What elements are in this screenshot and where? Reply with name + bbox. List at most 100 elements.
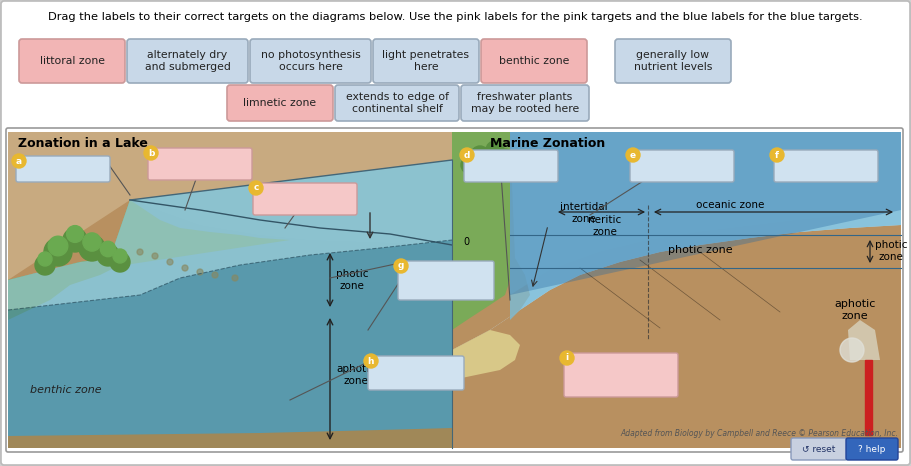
Text: b: b [148,149,154,158]
Circle shape [249,181,263,195]
Circle shape [394,259,408,273]
Bar [865,360,872,435]
FancyBboxPatch shape [16,156,110,182]
Circle shape [144,146,158,160]
Circle shape [460,148,474,162]
FancyBboxPatch shape [127,39,248,83]
FancyBboxPatch shape [148,148,252,180]
FancyBboxPatch shape [227,85,333,121]
FancyBboxPatch shape [464,150,558,182]
FancyBboxPatch shape [6,128,903,452]
Polygon shape [8,428,452,448]
Circle shape [486,141,504,159]
Text: photic
zone: photic zone [875,240,907,262]
Text: light penetrates
here: light penetrates here [383,50,469,72]
Circle shape [471,146,489,164]
Circle shape [38,252,52,266]
Circle shape [67,226,84,242]
Circle shape [496,149,514,167]
Text: photic
zone: photic zone [336,269,369,291]
Text: photic zone: photic zone [668,245,732,255]
Polygon shape [452,330,520,380]
Text: alternately dry
and submerged: alternately dry and submerged [145,50,230,72]
Circle shape [113,249,127,263]
Text: i: i [566,354,568,363]
Circle shape [97,244,119,266]
Circle shape [167,259,173,265]
Text: no photosynthesis
occurs here: no photosynthesis occurs here [261,50,361,72]
Text: d: d [464,151,470,159]
Polygon shape [452,132,530,350]
Polygon shape [510,132,901,295]
Text: ↺ reset: ↺ reset [803,445,835,453]
FancyBboxPatch shape [335,85,459,121]
FancyBboxPatch shape [846,438,898,460]
Polygon shape [8,200,452,448]
FancyBboxPatch shape [250,39,371,83]
Circle shape [232,275,238,281]
Circle shape [35,255,55,275]
Text: Drag the labels to their correct targets on the diagrams below. Use the pink lab: Drag the labels to their correct targets… [48,12,863,22]
Text: extends to edge of
continental shelf: extends to edge of continental shelf [345,92,448,114]
Text: limnetic zone: limnetic zone [243,98,316,108]
Text: 0: 0 [463,237,469,247]
Text: aphotic
zone: aphotic zone [336,364,374,386]
Circle shape [840,338,864,362]
Text: ? help: ? help [858,445,885,453]
Text: benthic zone: benthic zone [30,385,102,395]
Text: intertidal
zone: intertidal zone [560,202,608,224]
Circle shape [12,154,26,168]
Polygon shape [510,132,901,320]
FancyBboxPatch shape [398,261,494,300]
Polygon shape [8,160,452,310]
Polygon shape [510,132,901,295]
Polygon shape [848,320,880,360]
Circle shape [83,233,101,251]
Text: Adapted from Biology by Campbell and Reece © Pearson Education, Inc.: Adapted from Biology by Campbell and Ree… [620,429,898,438]
FancyBboxPatch shape [774,150,878,182]
FancyBboxPatch shape [630,150,734,182]
Text: Marine Zonation: Marine Zonation [490,137,605,150]
Text: h: h [368,356,374,365]
Circle shape [770,148,784,162]
Circle shape [364,354,378,368]
Text: aphotic
zone: aphotic zone [834,299,875,321]
Text: c: c [253,184,259,192]
Polygon shape [452,225,901,448]
FancyBboxPatch shape [368,356,464,390]
Polygon shape [452,132,510,330]
Circle shape [197,269,203,275]
Text: a: a [15,157,22,165]
FancyBboxPatch shape [481,39,587,83]
FancyBboxPatch shape [253,183,357,215]
Circle shape [48,236,67,256]
Circle shape [44,238,72,266]
Polygon shape [8,258,120,320]
Text: Zonation in a Lake: Zonation in a Lake [18,137,148,150]
Text: f: f [775,151,779,159]
FancyBboxPatch shape [615,39,731,83]
FancyBboxPatch shape [19,39,125,83]
Text: 200 m: 200 m [463,270,494,280]
Text: benthic zone: benthic zone [499,56,569,66]
FancyBboxPatch shape [373,39,479,83]
Polygon shape [8,240,452,448]
Text: freshwater plants
may be rooted here: freshwater plants may be rooted here [471,92,579,114]
Circle shape [137,249,143,255]
Circle shape [212,272,218,278]
Polygon shape [8,132,452,448]
Circle shape [110,252,130,272]
Polygon shape [8,160,452,448]
FancyBboxPatch shape [791,438,847,460]
Circle shape [626,148,640,162]
Circle shape [182,265,188,271]
Text: littoral zone: littoral zone [39,56,105,66]
Text: e: e [630,151,636,159]
Circle shape [560,351,574,365]
Text: oceanic zone: oceanic zone [696,200,764,210]
Circle shape [481,153,499,171]
FancyBboxPatch shape [461,85,589,121]
Circle shape [79,235,105,261]
Circle shape [63,228,87,252]
Text: neritic
zone: neritic zone [589,215,621,237]
